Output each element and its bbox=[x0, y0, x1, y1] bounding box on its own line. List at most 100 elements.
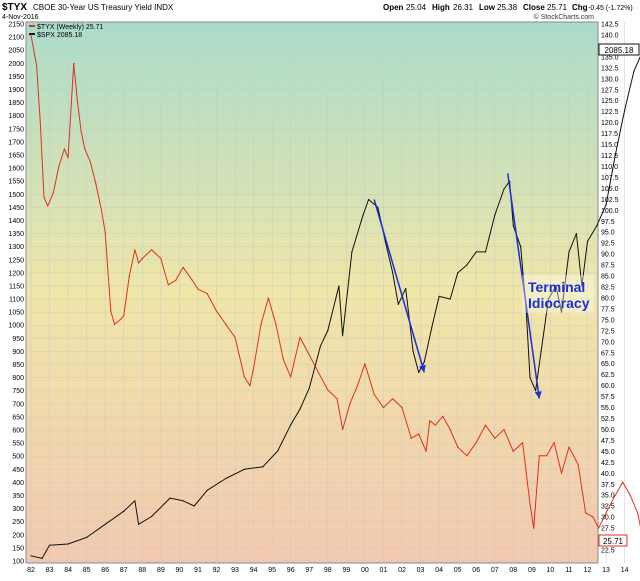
left-tick-label: 550 bbox=[12, 441, 24, 448]
tyx-badge-box bbox=[598, 534, 628, 547]
tyx-data-point bbox=[67, 157, 69, 159]
right-tick-label: 87.5 bbox=[601, 263, 615, 270]
tyx-data-point bbox=[110, 310, 112, 312]
spx-data-point bbox=[151, 515, 153, 518]
spx-data-point bbox=[503, 188, 505, 190]
x-tick-label: 87 bbox=[120, 567, 128, 574]
tyx-data-point bbox=[605, 512, 607, 514]
right-tick-label: 77.5 bbox=[601, 306, 615, 313]
spx-data-point bbox=[338, 285, 340, 287]
right-tick-label: 22.5 bbox=[601, 548, 615, 555]
spx-data-point bbox=[412, 350, 414, 352]
tyx-data-point bbox=[382, 407, 384, 409]
right-tick-label: 82.5 bbox=[601, 285, 615, 292]
axes: 82 83 84 85 86 87 88 89 90 91 92 93 94 95 96 97 98 99 00 01… bbox=[8, 22, 640, 575]
right-tick-label: 120.0 bbox=[601, 120, 619, 127]
right-tick-label: 117.5 bbox=[601, 131, 618, 138]
tyx-data-point bbox=[336, 398, 338, 400]
right-tick-label: 62.5 bbox=[601, 372, 615, 379]
spx-value-badge: 2085.18 bbox=[598, 43, 640, 56]
spx-data-point bbox=[586, 240, 589, 242]
x-tick-label: 96 bbox=[287, 567, 295, 574]
tyx-data-point bbox=[568, 446, 570, 448]
right-tick-label: 105.0 bbox=[601, 186, 619, 193]
chg-label: Chg bbox=[572, 3, 588, 12]
x-tick-label: 03 bbox=[417, 567, 425, 574]
spx-data-point bbox=[351, 251, 353, 253]
left-tick-label: 900 bbox=[12, 349, 24, 356]
tyx-data-point bbox=[80, 130, 82, 132]
tyx-data-point bbox=[614, 494, 616, 496]
date-label: 4-Nov-2016 bbox=[2, 14, 39, 21]
spx-data-point bbox=[362, 214, 364, 216]
right-tick-label: 80.0 bbox=[601, 295, 615, 302]
tyx-data-point bbox=[317, 371, 320, 374]
tyx-data-point bbox=[512, 450, 514, 452]
tyx-data-point bbox=[342, 428, 344, 431]
tyx-data-point bbox=[410, 437, 412, 439]
right-tick-label: 95.0 bbox=[601, 230, 615, 237]
tyx-data-point bbox=[275, 323, 277, 325]
spx-data-point bbox=[134, 500, 136, 502]
left-tick-label: 450 bbox=[12, 467, 24, 474]
tyx-data-point bbox=[191, 279, 193, 281]
spx-data-point bbox=[624, 109, 626, 111]
right-tick-label: 112.5 bbox=[601, 153, 618, 160]
x-tick-label: 06 bbox=[472, 567, 480, 574]
tyx-data-point bbox=[546, 455, 548, 457]
annotation-arrowhead-1 bbox=[419, 364, 426, 373]
spx-data-point bbox=[277, 450, 279, 452]
tyx-data-point bbox=[577, 464, 579, 466]
tyx-data-point bbox=[466, 455, 468, 457]
close-value: 25.71 bbox=[547, 3, 568, 12]
x-tick-label: 02 bbox=[398, 567, 406, 574]
left-tick-label: 100 bbox=[12, 559, 24, 566]
spx-data-point bbox=[581, 285, 583, 287]
spx-data-point bbox=[633, 70, 635, 72]
tyx-data-point bbox=[167, 284, 169, 286]
spx-data-point bbox=[308, 387, 310, 389]
x-tick-label: 14 bbox=[621, 567, 629, 574]
plot-area bbox=[25, 21, 599, 564]
right-tick-label: 42.5 bbox=[601, 460, 615, 467]
tyx-data-point bbox=[418, 433, 420, 435]
left-tick-label: 2000 bbox=[8, 61, 24, 68]
spx-data-point bbox=[138, 523, 140, 525]
right-tick-label: 27.5 bbox=[601, 526, 615, 533]
left-tick-label: 1300 bbox=[8, 244, 24, 251]
tyx-data-point bbox=[364, 363, 366, 365]
spx-data-point bbox=[520, 246, 522, 248]
tyx-data-point bbox=[58, 165, 60, 168]
high-label: High bbox=[432, 3, 450, 12]
left-tick-label: 1150 bbox=[9, 283, 24, 290]
left-tick-label: 650 bbox=[12, 414, 24, 421]
x-tick-label: 99 bbox=[342, 567, 350, 574]
x-tick-label: 82 bbox=[27, 567, 35, 574]
tyx-data-point bbox=[95, 183, 97, 185]
spx-data-point bbox=[67, 543, 69, 545]
left-tick-label: 500 bbox=[12, 454, 24, 461]
x-tick-label: 91 bbox=[194, 567, 202, 574]
left-tick-label: 1250 bbox=[8, 257, 24, 264]
right-tick-label: 52.5 bbox=[601, 416, 615, 423]
tyx-data-point bbox=[425, 450, 427, 452]
right-tick-label: 35.0 bbox=[601, 493, 615, 500]
tyx-data-point bbox=[104, 231, 106, 233]
x-tick-label: 09 bbox=[528, 567, 536, 574]
open-label: Open bbox=[383, 3, 404, 12]
tyx-data-point bbox=[100, 209, 103, 211]
legend: $TYX (Weekly) 25.71 $SPX 2085.18 bbox=[29, 24, 104, 39]
annotation-line-1: Terminal bbox=[528, 279, 585, 295]
close-label: Close bbox=[523, 3, 545, 12]
tyx-data-point bbox=[373, 393, 375, 395]
x-tick-label: 11 bbox=[565, 567, 572, 574]
spx-data-point bbox=[262, 466, 264, 468]
right-tick-label: 142.5 bbox=[601, 22, 619, 29]
spx-data-point bbox=[605, 204, 607, 206]
tyx-data-point bbox=[260, 323, 262, 325]
tyx-data-point bbox=[585, 512, 587, 514]
spx-data-point bbox=[596, 225, 598, 227]
x-tick-label: 13 bbox=[602, 567, 610, 574]
spx-data-point bbox=[123, 510, 125, 512]
